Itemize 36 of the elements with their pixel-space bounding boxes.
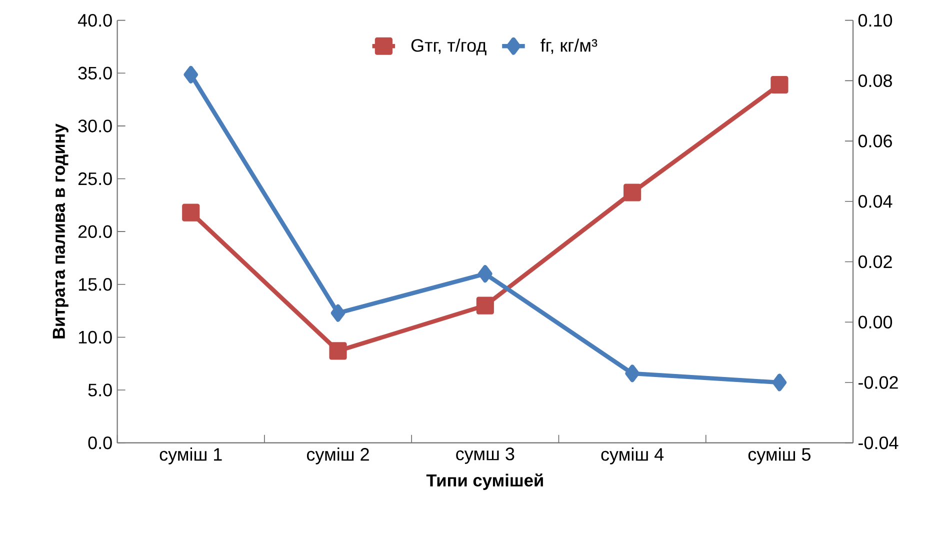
legend-label: Gтг, т/год — [411, 38, 486, 56]
y2-tick-label: 0.10 — [858, 14, 892, 27]
x-tick-label: сумш 3 — [456, 447, 514, 464]
point — [476, 296, 494, 314]
y2-tick-label: -0.02 — [858, 376, 898, 389]
y-tick-label: 15.0 — [78, 278, 112, 291]
point — [624, 184, 642, 202]
x-axis-title: Типи сумішей — [426, 473, 543, 490]
y2-tick-label: 0.06 — [858, 134, 892, 148]
point — [770, 76, 788, 94]
legend-label: fг, кг/м³ — [540, 38, 598, 54]
y2-tick-label: 0.00 — [858, 316, 892, 328]
y-tick-label: 0.0 — [88, 436, 112, 450]
x-tick-label: суміш 4 — [601, 447, 664, 464]
y-tick-label: 40.0 — [78, 14, 112, 27]
x-tick-label: суміш 2 — [306, 447, 369, 464]
y2-tick-label: 0.08 — [858, 74, 892, 87]
point — [329, 342, 347, 360]
y-tick-label: 30.0 — [78, 120, 112, 132]
y-tick-label: 5.0 — [88, 384, 112, 396]
y2-tick-label: 0.04 — [858, 194, 892, 208]
y2-tick-label: 0.02 — [858, 255, 892, 268]
point — [330, 304, 346, 322]
y-tick-label: 10.0 — [78, 330, 112, 344]
point — [478, 264, 492, 283]
point — [625, 364, 640, 382]
y-tick-label: 25.0 — [78, 172, 112, 186]
x-tick-label: суміш 1 — [160, 447, 222, 464]
y-tick-label: 35.0 — [78, 66, 112, 80]
point — [184, 66, 198, 84]
y-axis-title: Витрата палива в годину — [52, 124, 68, 338]
y-tick-label: 20.0 — [78, 225, 112, 238]
point — [772, 374, 787, 392]
x-tick-label: суміш 5 — [748, 447, 810, 464]
y2-tick-label: -0.04 — [858, 436, 898, 450]
point — [182, 204, 200, 222]
